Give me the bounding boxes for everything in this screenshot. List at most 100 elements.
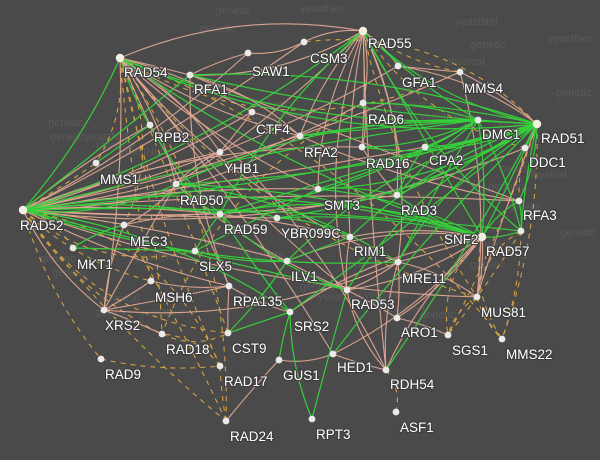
graph-node-sgs1[interactable] [444, 331, 452, 339]
graph-node-rad6[interactable] [359, 99, 367, 107]
graph-edge-genetic [22, 209, 152, 282]
graph-edge-physical [119, 57, 177, 185]
graph-node-rad17[interactable] [216, 362, 224, 370]
graph-node-srs2[interactable] [286, 308, 294, 316]
graph-edge-physical [227, 285, 230, 334]
graph-edge-physical [384, 261, 399, 371]
graph-edge-yeastNet [481, 123, 538, 238]
graph-node-rfa1[interactable] [186, 71, 194, 79]
graph-node-dmc1[interactable] [474, 116, 482, 124]
graph-node-rpa135[interactable] [225, 282, 233, 290]
graph-node-mms1[interactable] [92, 159, 100, 167]
graph-node-rad3[interactable] [393, 191, 401, 199]
graph-edge-yeastNet [72, 224, 125, 249]
graph-node-rad51[interactable] [532, 119, 542, 129]
watermark-layer: genetic yeastNetyeastNetgeneticgeneticphy… [40, 3, 596, 321]
graph-edge-physical [225, 359, 280, 422]
graph-node-yhb1[interactable] [216, 148, 224, 156]
graph-node-slx5[interactable] [191, 247, 199, 255]
watermark-text: genetic [215, 5, 251, 17]
graph-node-gus1[interactable] [275, 356, 283, 364]
graph-node-rpb2[interactable] [146, 121, 154, 129]
graph-node-snf2[interactable] [477, 232, 487, 242]
graph-node-rfa2[interactable] [296, 132, 304, 140]
graph-edge-physical [346, 236, 483, 291]
graph-node-mms4[interactable] [456, 68, 464, 76]
graph-node-label-xrs2: XRS2 [105, 318, 140, 333]
graph-node-rad54[interactable] [115, 53, 125, 63]
graph-edge-genetic [22, 209, 102, 360]
graph-node-mre11[interactable] [394, 258, 402, 266]
graph-node-label-rpb2: RPB2 [154, 130, 189, 145]
graph-node-rad18[interactable] [158, 330, 166, 338]
graph-node-rad9[interactable] [97, 355, 105, 363]
graph-node-hed1[interactable] [329, 350, 337, 358]
graph-edge-yeastNet [72, 247, 196, 252]
graph-node-gfa1[interactable] [394, 62, 402, 70]
graph-node-ddc1[interactable] [521, 144, 529, 152]
graph-node-aro1[interactable] [393, 314, 401, 322]
graph-edge-physical [119, 57, 399, 263]
graph-edge-yeastNet [22, 119, 479, 211]
graph-node-label-csm3: CSM3 [310, 51, 348, 66]
graph-edge-yeastNet [22, 30, 364, 211]
graph-node-smt3[interactable] [314, 185, 322, 193]
graph-node-rad53[interactable] [343, 286, 351, 294]
graph-node-msh6[interactable] [147, 277, 155, 285]
graph-edge-physical [459, 71, 538, 125]
graph-node-xrs2[interactable] [100, 306, 108, 314]
graph-node-rdh54[interactable] [382, 366, 390, 374]
graph-node-cst9[interactable] [224, 329, 232, 337]
graph-edge-genetic [161, 102, 364, 335]
graph-edge-yeastNet [119, 57, 483, 238]
watermark-text: genetic [48, 117, 84, 129]
graph-node-mkt1[interactable] [69, 244, 77, 252]
graph-edge-physical [22, 41, 305, 211]
graph-edge-yeastNet [286, 123, 538, 262]
graph-node-rim1[interactable] [346, 233, 354, 241]
graph-node-csm3[interactable] [300, 38, 308, 46]
watermark-text: yeastNet [318, 291, 361, 303]
graph-node-ybr099c[interactable] [273, 214, 281, 222]
graph-node-rfa3[interactable] [515, 197, 523, 205]
graph-edge-physical [396, 317, 449, 336]
graph-node-rad16[interactable] [358, 143, 366, 151]
graph-node-saw1[interactable] [244, 49, 252, 57]
graph-node-rad55[interactable] [358, 26, 368, 36]
graph-node-label-rim1: RIM1 [354, 244, 386, 259]
graph-edge-physical [332, 353, 387, 371]
graph-edge-physical [299, 30, 364, 137]
graph-edge-yeastNet [477, 119, 485, 238]
graph-node-rad52[interactable] [18, 205, 28, 215]
graph-edge-genetic [501, 230, 522, 340]
graph-edge-physical [362, 30, 368, 104]
graph-node-mec3[interactable] [120, 221, 128, 229]
graph-node-mms22[interactable] [498, 335, 506, 343]
graph-edge-yeastNet [518, 123, 538, 202]
graph-node-mus81[interactable] [473, 293, 481, 301]
graph-edge-yeastNet [22, 57, 121, 211]
graph-node-label-saw1: SAW1 [252, 64, 290, 79]
graph-edge-genetic [100, 358, 221, 369]
graph-node-rad24[interactable] [222, 417, 230, 425]
graph-node-rad50[interactable] [172, 180, 180, 188]
graph-node-ctf4[interactable] [248, 108, 256, 116]
node-layer[interactable] [18, 26, 542, 425]
graph-node-ilv1[interactable] [283, 257, 291, 265]
graph-node-rad57[interactable] [517, 227, 525, 235]
graph-node-cpa2[interactable] [421, 143, 429, 151]
watermark-text: physical [527, 169, 567, 181]
graph-node-rad59[interactable] [216, 210, 224, 218]
graph-node-label-mms22: MMS22 [506, 347, 553, 362]
graph-node-rpt3[interactable] [308, 415, 316, 423]
graph-node-asf1[interactable] [392, 408, 400, 416]
graph-node-label-mec3: MEC3 [130, 234, 168, 249]
graph-edge-yeastNet [332, 123, 538, 355]
graph-edge-physical [332, 236, 483, 355]
graph-edge-physical [396, 236, 483, 319]
graph-node-label-gus1: GUS1 [283, 368, 320, 383]
graph-edge-physical [349, 230, 483, 238]
graph-edge-physical [299, 135, 520, 202]
